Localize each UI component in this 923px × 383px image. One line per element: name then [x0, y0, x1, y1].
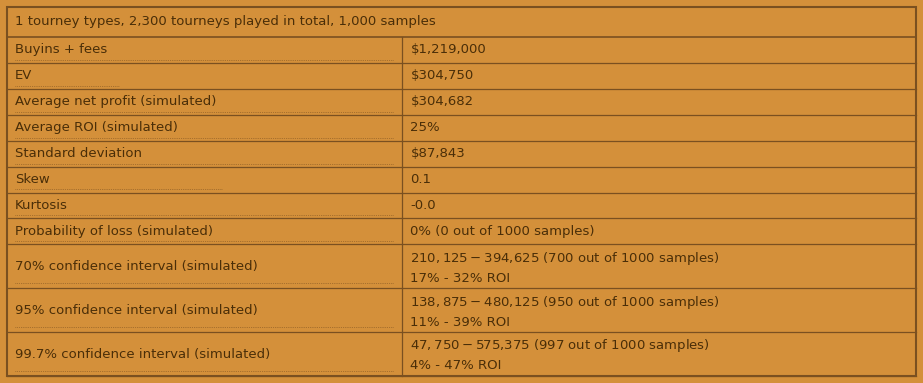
Text: Kurtosis: Kurtosis: [15, 199, 68, 212]
Text: -0.0: -0.0: [411, 199, 436, 212]
Text: Skew: Skew: [15, 173, 50, 186]
Text: Probability of loss (simulated): Probability of loss (simulated): [15, 225, 213, 238]
Text: 99.7% confidence interval (simulated): 99.7% confidence interval (simulated): [15, 347, 270, 360]
Text: Buyins + fees: Buyins + fees: [15, 43, 107, 56]
Text: 1 tourney types, 2,300 tourneys played in total, 1,000 samples: 1 tourney types, 2,300 tourneys played i…: [15, 15, 436, 28]
Text: $1,219,000: $1,219,000: [411, 43, 486, 56]
Text: EV: EV: [15, 69, 32, 82]
Text: $210,125 - $394,625 (700 out of 1000 samples)
17% - 32% ROI: $210,125 - $394,625 (700 out of 1000 sam…: [411, 250, 720, 285]
Text: Average ROI (simulated): Average ROI (simulated): [15, 121, 178, 134]
Text: $138,875 - $480,125 (950 out of 1000 samples)
11% - 39% ROI: $138,875 - $480,125 (950 out of 1000 sam…: [411, 293, 720, 329]
Text: 70% confidence interval (simulated): 70% confidence interval (simulated): [15, 260, 258, 273]
Text: Standard deviation: Standard deviation: [15, 147, 142, 160]
Text: $87,843: $87,843: [411, 147, 465, 160]
Text: 0% (0 out of 1000 samples): 0% (0 out of 1000 samples): [411, 225, 595, 238]
Text: $47,750 - $575,375 (997 out of 1000 samples)
4% - 47% ROI: $47,750 - $575,375 (997 out of 1000 samp…: [411, 337, 710, 372]
Text: 25%: 25%: [411, 121, 440, 134]
Text: $304,682: $304,682: [411, 95, 473, 108]
Text: 95% confidence interval (simulated): 95% confidence interval (simulated): [15, 304, 258, 317]
Text: $304,750: $304,750: [411, 69, 473, 82]
Text: 0.1: 0.1: [411, 173, 431, 186]
Text: Average net profit (simulated): Average net profit (simulated): [15, 95, 216, 108]
